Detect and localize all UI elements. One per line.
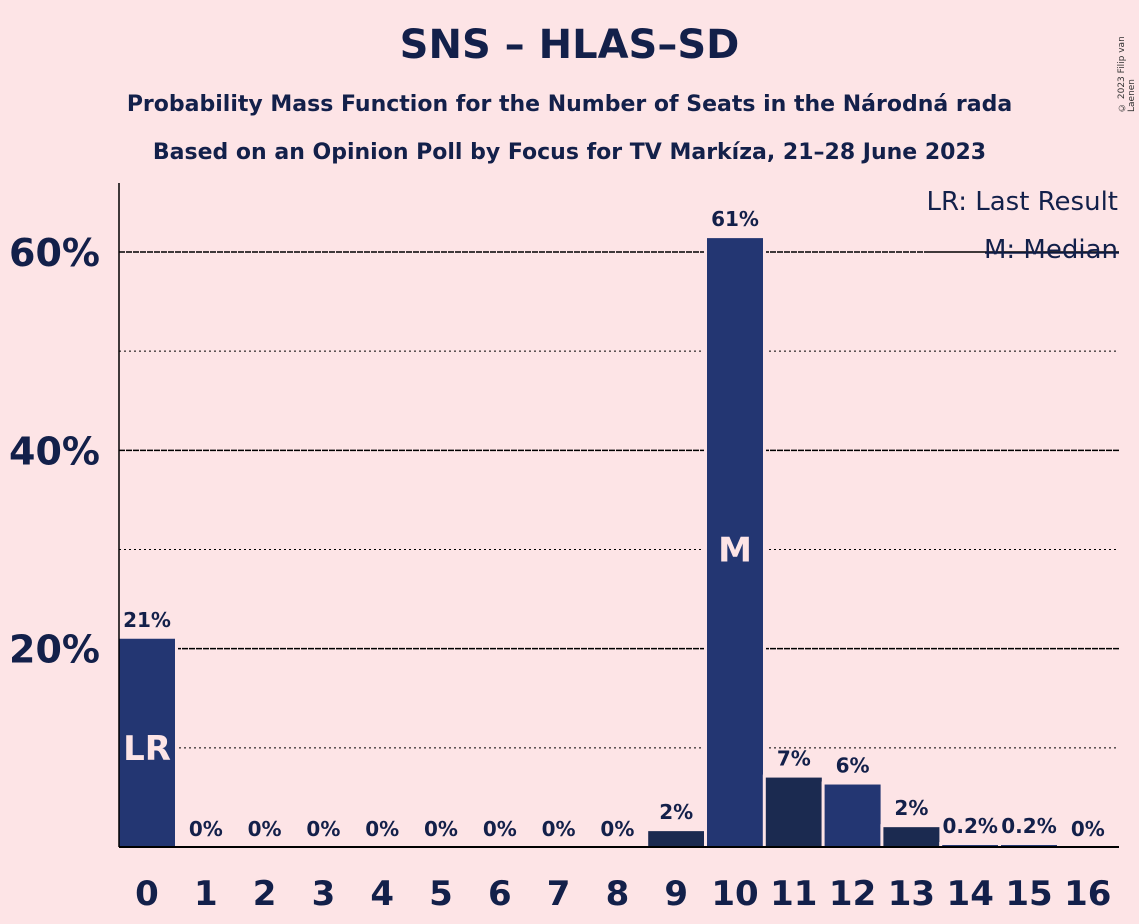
data-label: 0% <box>306 817 340 841</box>
x-tick-label: 3 <box>312 874 336 914</box>
bar <box>707 238 763 847</box>
x-tick-label: 11 <box>770 874 817 914</box>
legend-median: M: Median <box>984 235 1118 265</box>
data-label: 0% <box>483 817 517 841</box>
chart-subtitle-source: Based on an Opinion Poll by Focus for TV… <box>152 140 987 165</box>
x-tick-label: 0 <box>135 874 159 914</box>
data-label: 0% <box>1071 817 1105 841</box>
data-label: 0% <box>248 817 282 841</box>
x-tick-label: 7 <box>547 874 571 914</box>
data-label: 0% <box>424 817 458 841</box>
data-label: 6% <box>836 754 870 778</box>
x-tick-label: 6 <box>488 874 512 914</box>
x-tick-label: 8 <box>606 874 630 914</box>
bar-marker-label: LR <box>123 729 171 769</box>
chart-subtitle: Probability Mass Function for the Number… <box>126 92 1013 117</box>
bar <box>648 831 705 847</box>
bar <box>883 827 940 847</box>
x-tick-label: 10 <box>711 874 758 914</box>
bar-marker-label: M <box>718 531 752 571</box>
bar <box>119 638 175 847</box>
bar-gap <box>939 842 1002 847</box>
x-tick-label: 14 <box>947 874 994 914</box>
x-tick-label: 1 <box>194 874 218 914</box>
x-tick-label: 4 <box>370 874 394 914</box>
legend-background <box>930 234 1120 264</box>
data-label: 2% <box>894 796 928 820</box>
bar-gap <box>998 842 1060 847</box>
x-tick-label: 15 <box>1005 874 1052 914</box>
data-label: 0% <box>600 817 634 841</box>
x-tick-label: 2 <box>253 874 277 914</box>
data-label: 2% <box>659 800 693 824</box>
data-label: 0% <box>365 817 399 841</box>
x-tick-label: 16 <box>1064 874 1111 914</box>
y-tick-label: 20% <box>9 628 100 672</box>
bar <box>765 777 822 847</box>
data-label: 21% <box>123 608 171 632</box>
chart-title: SNS – HLAS–SD <box>399 22 740 68</box>
x-tick-label: 5 <box>429 874 453 914</box>
data-label: 0% <box>189 817 223 841</box>
data-label: 0.2% <box>1001 814 1056 838</box>
data-label: 0.2% <box>942 814 997 838</box>
x-tick-label: 9 <box>664 874 688 914</box>
legend-last-result: LR: Last Result <box>926 187 1118 217</box>
bar <box>824 784 881 847</box>
y-tick-label: 60% <box>9 231 100 275</box>
data-label: 0% <box>542 817 576 841</box>
y-tick-label: 40% <box>9 429 100 473</box>
data-label: 7% <box>777 747 811 771</box>
data-label: 61% <box>711 207 759 231</box>
x-tick-label: 13 <box>888 874 935 914</box>
x-tick-label: 12 <box>829 874 876 914</box>
